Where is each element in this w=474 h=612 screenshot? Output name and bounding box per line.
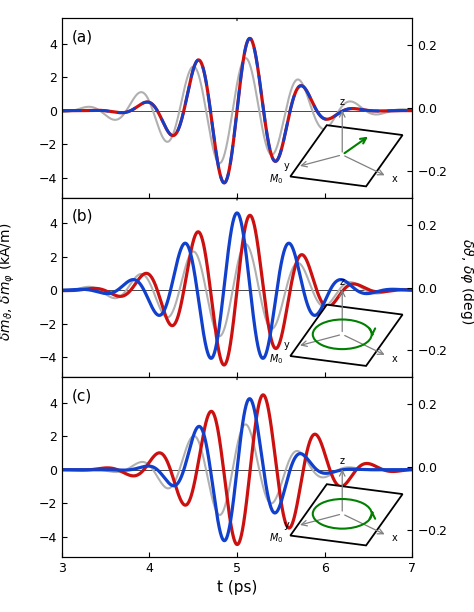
Text: (b): (b) <box>72 209 94 223</box>
Text: (c): (c) <box>72 388 92 403</box>
Text: $\delta\vartheta,\,\delta\varphi$ (deg): $\delta\vartheta,\,\delta\varphi$ (deg) <box>458 239 474 324</box>
Text: $\delta m_{\vartheta},\,\delta m_{\varphi}$ (kA/m): $\delta m_{\vartheta},\,\delta m_{\varph… <box>0 222 17 341</box>
X-axis label: t (ps): t (ps) <box>217 580 257 595</box>
Text: (a): (a) <box>72 29 93 44</box>
